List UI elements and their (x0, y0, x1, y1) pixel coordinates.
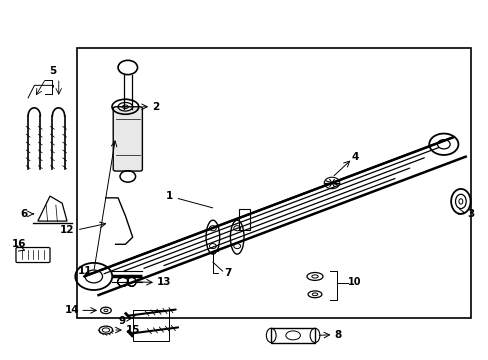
Text: 4: 4 (351, 152, 358, 162)
Text: 9: 9 (118, 316, 125, 326)
Text: 7: 7 (224, 268, 231, 278)
Bar (238, 209, 250, 230)
Text: 15: 15 (125, 325, 140, 335)
Text: 13: 13 (157, 277, 171, 287)
Text: 2: 2 (152, 102, 159, 112)
Text: 6: 6 (20, 209, 28, 219)
Text: 8: 8 (334, 330, 341, 340)
Text: 10: 10 (347, 277, 360, 287)
Text: 14: 14 (64, 305, 79, 315)
Text: 5: 5 (49, 66, 56, 76)
Text: 3: 3 (466, 209, 473, 219)
Bar (77, 48, 469, 318)
Text: 12: 12 (60, 225, 74, 235)
Text: 16: 16 (12, 239, 26, 249)
Bar (132, 310, 169, 341)
Text: 1: 1 (165, 191, 212, 208)
FancyBboxPatch shape (113, 107, 142, 171)
Bar (271, 328, 314, 342)
Text: 11: 11 (78, 266, 93, 276)
